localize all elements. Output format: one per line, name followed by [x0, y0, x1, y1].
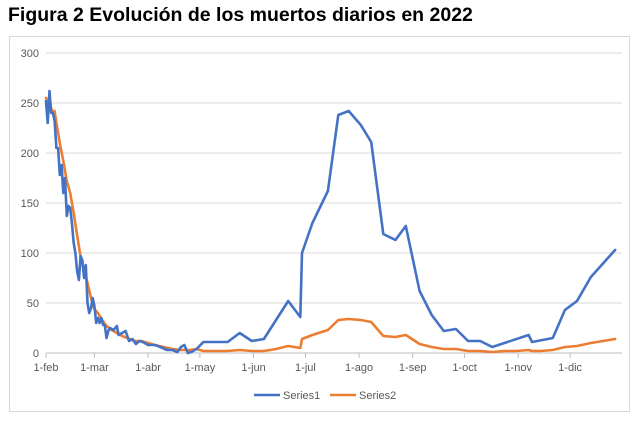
y-tick-label: 150	[21, 198, 39, 210]
legend: Series1 Series2	[254, 390, 396, 402]
series-lines	[44, 89, 617, 355]
gridlines	[46, 52, 622, 304]
legend-label: Series1	[283, 390, 320, 402]
chart-area: 0 50 100 150 200 250 300 1-feb 1-mar 1-abr 1-may 1…	[9, 36, 630, 412]
figure-title: Figura 2 Evolución de los muertos diario…	[8, 4, 473, 26]
x-tick-label: 1-jun	[241, 362, 265, 374]
y-tick-label: 50	[27, 298, 39, 310]
x-axis: 1-feb 1-mar 1-abr 1-may 1-jun 1-jul 1-ago 1-sep…	[33, 352, 622, 374]
y-tick-label: 250	[21, 98, 39, 110]
x-tick-label: 1-sep	[399, 362, 427, 374]
x-tick-label: 1-oct	[452, 362, 476, 374]
y-tick-label: 200	[21, 148, 39, 160]
series-line-series2	[44, 96, 617, 354]
y-tick-label: 100	[21, 248, 39, 260]
legend-item-series2: Series2	[330, 390, 396, 402]
series-line-series1	[44, 89, 617, 355]
legend-item-series1: Series1	[254, 390, 320, 402]
x-tick-label: 1-ago	[345, 362, 373, 374]
x-tick-label: 1-mar	[80, 362, 109, 374]
x-tick-label: 1-may	[185, 362, 216, 374]
x-tick-label: 1-feb	[33, 362, 58, 374]
x-tick-label: 1-nov	[504, 362, 532, 374]
legend-label: Series2	[359, 390, 396, 402]
y-tick-label: 300	[21, 48, 39, 60]
x-tick-label: 1-jul	[295, 362, 316, 374]
x-tick-label: 1-abr	[135, 362, 161, 374]
x-tick-label: 1-dic	[558, 362, 582, 374]
y-tick-label: 0	[33, 348, 39, 360]
y-axis: 0 50 100 150 200 250 300	[21, 48, 39, 360]
